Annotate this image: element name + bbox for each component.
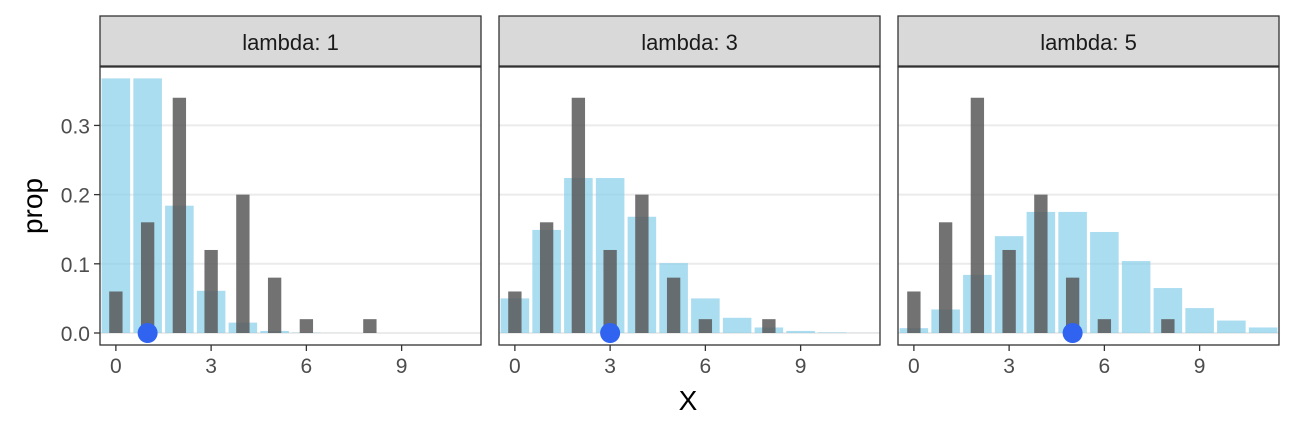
x-tick-label: 6 (1099, 355, 1111, 378)
theoretical-bar (1249, 327, 1278, 333)
theoretical-bar (1217, 321, 1246, 333)
x-tick-label: 6 (301, 355, 313, 378)
x-tick-label: 0 (908, 355, 920, 378)
observed-bar (300, 319, 313, 333)
observed-bar (363, 319, 376, 333)
observed-bar (1034, 195, 1047, 333)
observed-bar (1161, 319, 1174, 333)
observed-bar (762, 319, 775, 333)
panel-0: lambda: 1 0 3 6 9 (100, 16, 481, 378)
observed-bar (939, 222, 952, 333)
panel-1: lambda: 3 0 3 6 9 (499, 16, 880, 378)
observed-bar (603, 250, 616, 333)
x-tick-label: 6 (700, 355, 712, 378)
y-tick-label: 0.1 (61, 254, 90, 277)
x-tick-label: 9 (396, 355, 408, 378)
theoretical-bar (723, 318, 752, 333)
y-axis-title: prop (17, 178, 48, 234)
strip-label: lambda: 5 (1040, 30, 1137, 55)
y-tick-label: 0.0 (61, 323, 90, 346)
x-tick-label: 3 (604, 355, 616, 378)
x-tick-label: 9 (1194, 355, 1206, 378)
observed-bar (109, 291, 122, 333)
x-tick-label: 0 (110, 355, 122, 378)
lambda-point (1063, 323, 1083, 343)
theoretical-bar (1122, 261, 1151, 333)
y-tick-label: 0.3 (61, 115, 90, 138)
theoretical-bar (1185, 308, 1214, 333)
observed-bar (1098, 319, 1111, 333)
x-tick-label: 9 (795, 355, 807, 378)
y-tick-label: 0.2 (61, 185, 90, 208)
lambda-point (600, 323, 620, 343)
observed-bar (540, 222, 553, 333)
observed-bar (699, 319, 712, 333)
x-axis-title: X (679, 385, 698, 416)
strip-label: lambda: 1 (242, 30, 339, 55)
observed-bar (141, 222, 154, 333)
theoretical-bar (818, 332, 847, 333)
observed-bar (907, 291, 920, 333)
observed-bar (667, 278, 680, 333)
x-tick-label: 3 (1003, 355, 1015, 378)
theoretical-bar (1090, 232, 1119, 333)
theoretical-bar (786, 331, 815, 333)
observed-bar (1002, 250, 1015, 333)
observed-bar (268, 278, 281, 333)
lambda-point (138, 323, 158, 343)
x-tick-label: 0 (509, 355, 521, 378)
panel-border (898, 67, 1279, 345)
strip-label: lambda: 3 (641, 30, 738, 55)
observed-bar (204, 250, 217, 333)
observed-bar (572, 98, 585, 333)
panel-2: lambda: 5 0 3 6 9 (898, 16, 1279, 378)
x-tick-label: 3 (205, 355, 217, 378)
observed-bar (635, 195, 648, 333)
observed-bar (971, 98, 984, 333)
observed-bar (508, 291, 521, 333)
observed-bar (236, 195, 249, 333)
observed-bar (173, 98, 186, 333)
